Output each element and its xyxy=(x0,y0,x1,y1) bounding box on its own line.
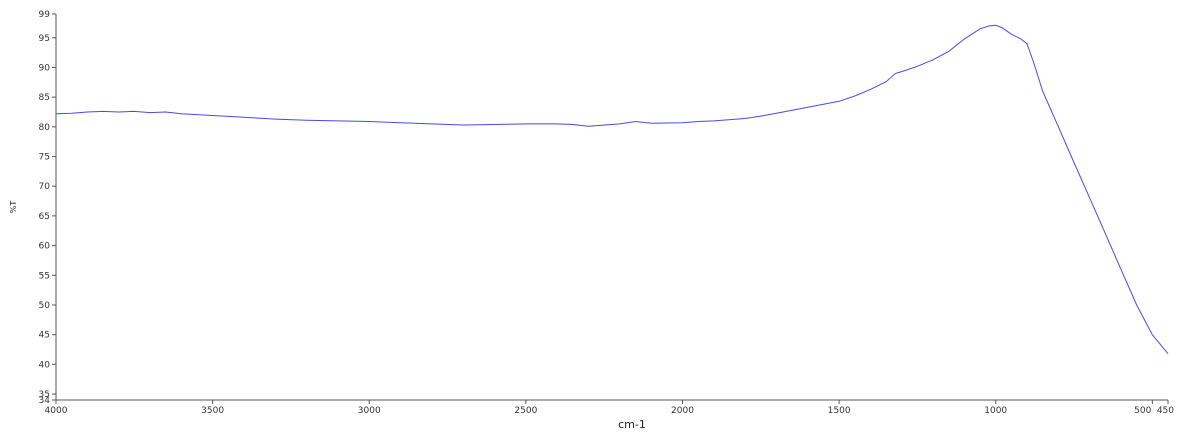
y-axis-label: %T xyxy=(9,201,18,214)
y-tick-label: 45 xyxy=(39,331,50,341)
x-tick-label: 2000 xyxy=(671,406,694,416)
spectrum-line xyxy=(55,24,1169,355)
y-tick-label: 75 xyxy=(39,153,50,163)
x-tick-label: 450 xyxy=(1157,406,1174,416)
y-tick-label: 65 xyxy=(39,212,50,222)
series-lines xyxy=(55,24,1169,355)
x-axis-label: cm-1 xyxy=(618,418,646,431)
y-tick-label: 70 xyxy=(39,182,51,192)
y-tick-label: 80 xyxy=(39,123,51,133)
x-tick-label: 4000 xyxy=(45,406,68,416)
axes xyxy=(55,14,1168,401)
y-tick-label: 34 xyxy=(39,396,51,406)
y-tick-label: 85 xyxy=(39,93,50,103)
y-tick-label: 50 xyxy=(39,301,51,311)
x-tick-label: 3500 xyxy=(201,406,224,416)
x-tick-label: 2500 xyxy=(514,406,537,416)
x-tick-label: 1000 xyxy=(984,406,1007,416)
x-tick-label: 1500 xyxy=(828,406,851,416)
x-tick-label: 500 xyxy=(1134,406,1151,416)
y-tick-label: 40 xyxy=(39,360,51,370)
x-tick-label: 3000 xyxy=(358,406,381,416)
y-tick-label: 35 xyxy=(39,390,50,400)
y-tick-label: 99 xyxy=(39,10,51,20)
y-tick-label: 95 xyxy=(39,34,50,44)
tick-marks xyxy=(52,13,1169,404)
y-tick-label: 55 xyxy=(39,271,50,281)
y-tick-label: 60 xyxy=(39,242,51,252)
y-tick-label: 90 xyxy=(39,63,51,73)
